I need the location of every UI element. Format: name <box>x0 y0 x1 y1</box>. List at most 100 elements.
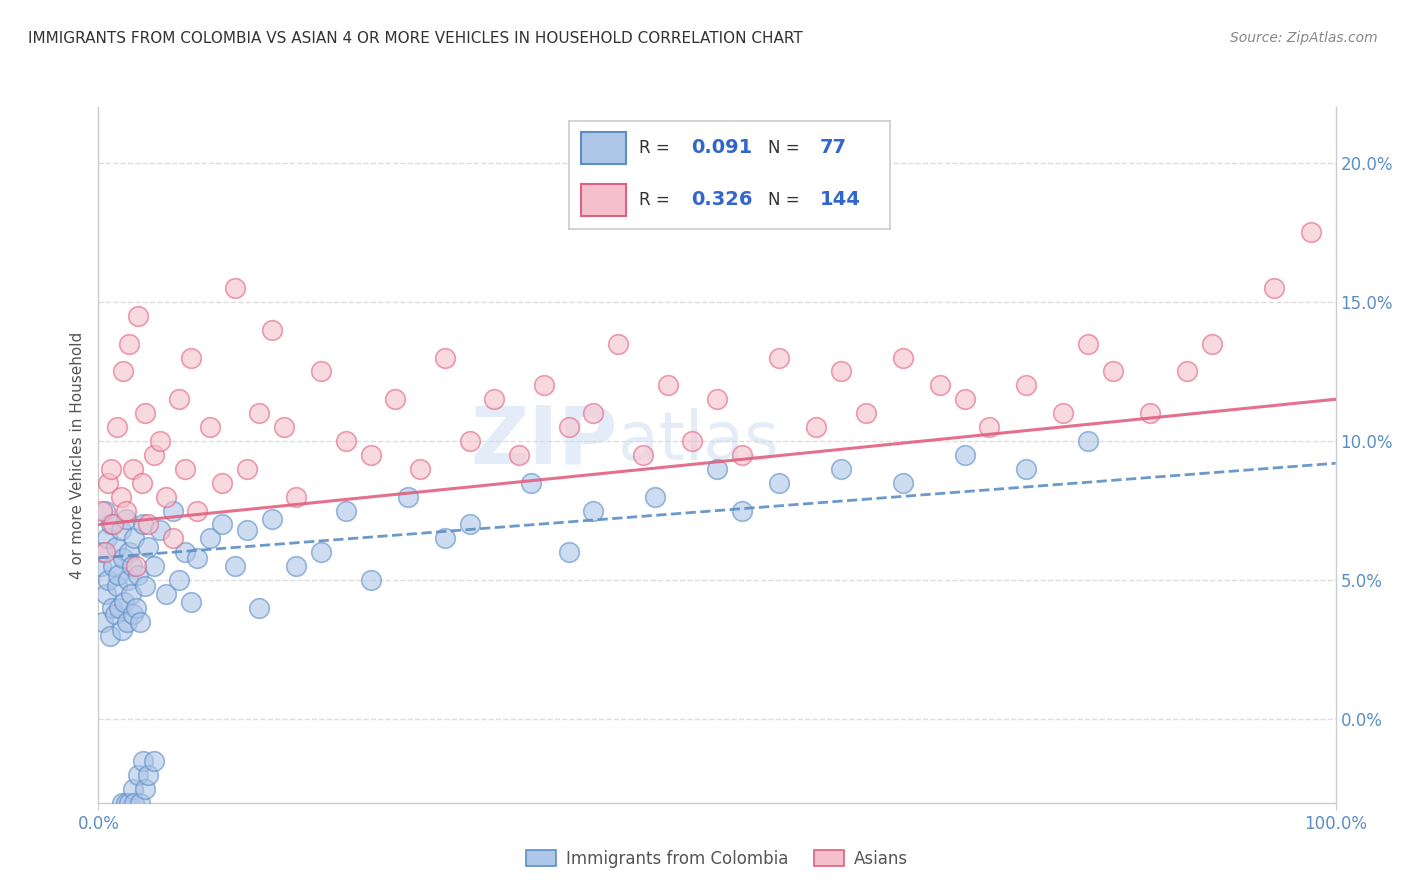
Point <box>1015 378 1038 392</box>
Point <box>273 420 295 434</box>
Point <box>136 517 159 532</box>
Point <box>1015 462 1038 476</box>
Point <box>706 392 728 407</box>
Point <box>180 351 202 365</box>
Point <box>114 512 136 526</box>
Point <box>114 503 136 517</box>
Point <box>112 823 135 838</box>
Point <box>644 490 666 504</box>
Point <box>149 523 172 537</box>
Point <box>582 406 605 420</box>
Legend: Immigrants from Colombia, Asians: Immigrants from Colombia, Asians <box>520 843 914 874</box>
Point <box>681 434 703 448</box>
Point <box>891 351 914 365</box>
Point <box>557 545 579 559</box>
Point <box>97 475 120 490</box>
Point <box>120 823 142 838</box>
Point <box>335 503 357 517</box>
Point <box>198 532 221 546</box>
Point <box>101 601 124 615</box>
Point <box>186 550 208 565</box>
Point <box>129 615 152 629</box>
Point <box>124 559 146 574</box>
Point <box>132 517 155 532</box>
Point <box>335 434 357 448</box>
Point <box>953 448 976 462</box>
Point <box>107 838 129 852</box>
Point <box>122 607 145 621</box>
Point <box>433 532 456 546</box>
Point <box>111 624 134 638</box>
Point <box>136 768 159 782</box>
Point <box>582 503 605 517</box>
Point <box>105 579 128 593</box>
Point <box>136 540 159 554</box>
Point <box>396 490 419 504</box>
Point <box>127 309 149 323</box>
Point <box>768 351 790 365</box>
Point <box>100 462 122 476</box>
Text: atlas: atlas <box>619 408 779 474</box>
Point <box>768 475 790 490</box>
Point <box>1102 364 1125 378</box>
Point <box>103 865 125 880</box>
Point <box>260 512 283 526</box>
Point <box>120 587 142 601</box>
Point <box>101 880 124 892</box>
Point <box>118 545 141 559</box>
Point <box>211 475 233 490</box>
Point <box>830 462 852 476</box>
Point <box>211 517 233 532</box>
Point <box>149 434 172 448</box>
Point <box>162 532 184 546</box>
Point <box>122 462 145 476</box>
Point <box>100 851 122 865</box>
Point <box>224 559 246 574</box>
Point <box>533 378 555 392</box>
Point <box>198 420 221 434</box>
Point <box>93 545 115 559</box>
Point <box>93 615 115 629</box>
Point <box>236 462 259 476</box>
Point <box>103 559 125 574</box>
Point <box>94 587 117 601</box>
Point <box>104 540 127 554</box>
Point <box>103 607 125 621</box>
Point <box>260 323 283 337</box>
Point <box>115 838 138 852</box>
Point <box>90 559 112 574</box>
Point <box>224 281 246 295</box>
Point <box>731 503 754 517</box>
Point <box>104 851 127 865</box>
Point <box>132 754 155 768</box>
Point <box>167 573 190 587</box>
Point <box>1175 364 1198 378</box>
Point <box>91 545 114 559</box>
Point <box>93 503 115 517</box>
Point <box>96 532 118 546</box>
Point <box>1299 225 1322 239</box>
Point <box>804 420 827 434</box>
Point <box>98 865 121 880</box>
Point <box>928 378 950 392</box>
Point <box>384 392 406 407</box>
Point <box>134 579 156 593</box>
Point <box>97 573 120 587</box>
Point <box>134 781 156 796</box>
Point <box>309 545 332 559</box>
Point <box>607 336 630 351</box>
Point <box>162 503 184 517</box>
Point <box>105 420 128 434</box>
Point <box>121 810 143 824</box>
Point <box>360 573 382 587</box>
Point <box>124 796 146 810</box>
Point <box>247 601 270 615</box>
Point <box>155 490 177 504</box>
Point <box>105 823 128 838</box>
Point <box>143 448 166 462</box>
Point <box>110 823 132 838</box>
Text: Source: ZipAtlas.com: Source: ZipAtlas.com <box>1230 31 1378 45</box>
Point <box>103 838 125 852</box>
Point <box>174 462 197 476</box>
Point <box>1263 281 1285 295</box>
